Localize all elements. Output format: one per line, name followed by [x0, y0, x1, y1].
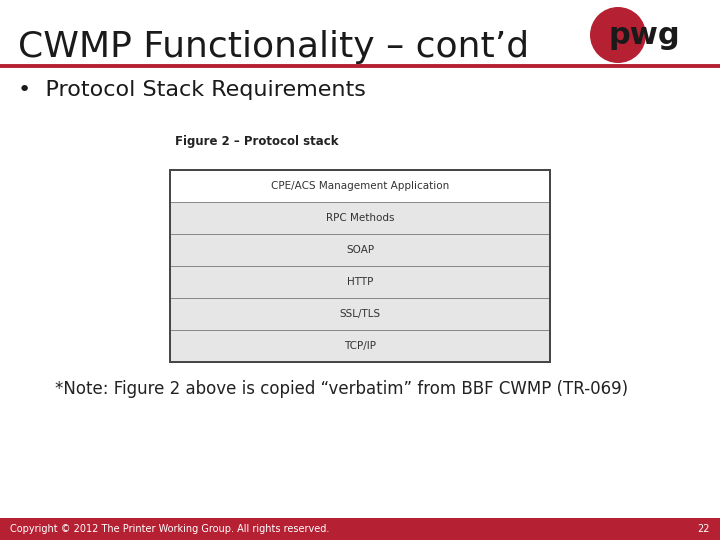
Text: HTTP: HTTP — [347, 277, 373, 287]
Text: CWMP Functionality – cont’d: CWMP Functionality – cont’d — [18, 30, 529, 64]
Text: pwg: pwg — [608, 21, 680, 50]
Bar — [170, 234, 550, 266]
Circle shape — [590, 7, 646, 63]
Bar — [170, 330, 550, 362]
Text: TCP/IP: TCP/IP — [344, 341, 376, 351]
Text: *Note: Figure 2 above is copied “verbatim” from BBF CWMP (TR-069): *Note: Figure 2 above is copied “verbati… — [55, 380, 628, 398]
Text: 22: 22 — [698, 524, 710, 534]
Bar — [170, 266, 550, 298]
Bar — [170, 170, 550, 202]
Text: Copyright © 2012 The Printer Working Group. All rights reserved.: Copyright © 2012 The Printer Working Gro… — [10, 524, 329, 534]
Text: SOAP: SOAP — [346, 245, 374, 255]
Text: RPC Methods: RPC Methods — [325, 213, 395, 223]
Bar — [170, 170, 550, 362]
Bar — [0, 518, 720, 540]
Bar — [170, 298, 550, 330]
Text: Figure 2 – Protocol stack: Figure 2 – Protocol stack — [175, 135, 338, 148]
Bar — [170, 202, 550, 234]
Text: CPE/ACS Management Application: CPE/ACS Management Application — [271, 181, 449, 191]
Text: •  Protocol Stack Requirements: • Protocol Stack Requirements — [18, 80, 366, 100]
Text: SSL/TLS: SSL/TLS — [339, 309, 381, 319]
